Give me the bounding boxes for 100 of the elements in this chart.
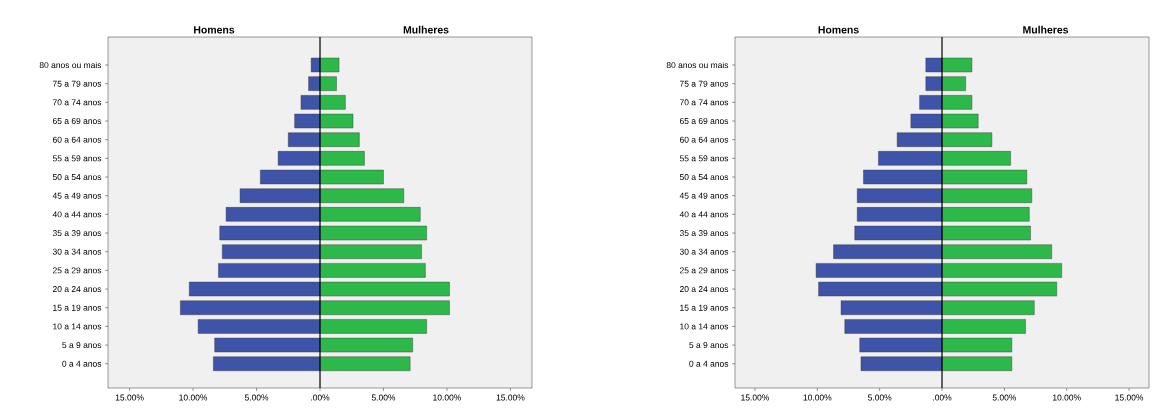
y-tick-label: 5 a 9 anos bbox=[62, 342, 102, 349]
x-tick-label: 15.00% bbox=[496, 394, 525, 401]
bar bbox=[319, 337, 413, 353]
bar bbox=[941, 132, 993, 147]
y-tick-label: 50 a 54 anos bbox=[52, 174, 102, 181]
y-tick-label: 25 a 29 anos bbox=[679, 267, 729, 274]
bar bbox=[319, 169, 384, 185]
y-tick-label: 15 a 19 anos bbox=[680, 304, 729, 311]
bar bbox=[319, 281, 450, 297]
bar bbox=[941, 57, 973, 73]
bar bbox=[213, 356, 321, 371]
y-tick-label: 25 a 29 anos bbox=[52, 267, 102, 274]
y-tick-label: 60 a 64 anos bbox=[679, 136, 729, 143]
y-tick-label: 5 a 9 anos bbox=[689, 342, 729, 349]
y-tick-label: 80 anos ou mais bbox=[666, 61, 729, 69]
x-tick-label: 10.00% bbox=[1053, 394, 1081, 401]
bar bbox=[941, 207, 1030, 222]
bar bbox=[863, 169, 943, 185]
bar bbox=[815, 263, 943, 278]
y-tick-label: 80 anos ou mais bbox=[39, 61, 102, 69]
y-tick-label: 30 a 34 anos bbox=[679, 248, 729, 255]
bar bbox=[319, 188, 404, 203]
bar bbox=[941, 281, 1057, 297]
text: Mulheres bbox=[1023, 25, 1069, 34]
bar bbox=[239, 188, 321, 203]
y-tick-label: 65 a 69 anos bbox=[52, 118, 102, 125]
bar bbox=[941, 95, 973, 110]
x-tick-label: 5.00% bbox=[244, 394, 269, 401]
bar bbox=[857, 188, 943, 203]
bar bbox=[910, 113, 943, 129]
bar bbox=[319, 113, 354, 129]
bar bbox=[833, 244, 943, 259]
bar bbox=[941, 300, 1035, 315]
y-tick-label: 45 a 49 anos bbox=[679, 192, 729, 199]
x-tick-label: 10.00% bbox=[179, 394, 208, 401]
x-tick-label: 15.00% bbox=[1115, 394, 1144, 401]
bar bbox=[941, 244, 1052, 259]
bar bbox=[859, 337, 943, 353]
bar bbox=[214, 337, 321, 353]
x-tick-label: 15.00% bbox=[115, 394, 144, 401]
bar bbox=[319, 95, 346, 110]
bar bbox=[219, 225, 321, 241]
bar bbox=[319, 151, 365, 166]
y-tick-label: 75 a 79 anos bbox=[679, 80, 729, 87]
y-tick-label: 0 a 4 anos bbox=[62, 360, 102, 367]
y-tick-label: 70 a 74 anos bbox=[679, 99, 729, 106]
y-tick-label: 55 a 59 anos bbox=[679, 155, 729, 162]
bar bbox=[860, 356, 943, 371]
bar bbox=[319, 225, 427, 241]
bar bbox=[319, 300, 450, 315]
bar bbox=[941, 169, 1028, 185]
y-tick-label: 70 a 74 anos bbox=[52, 99, 102, 106]
y-tick-label: 40 a 44 anos bbox=[52, 211, 102, 218]
y-tick-label: 65 a 69 anos bbox=[679, 118, 729, 125]
y-tick-label: 20 a 24 anos bbox=[679, 286, 729, 293]
bar bbox=[300, 95, 321, 110]
bar bbox=[225, 207, 321, 222]
y-tick-label: 20 a 24 anos bbox=[52, 286, 102, 293]
x-tick-label: 5.00% bbox=[371, 394, 396, 401]
text: Homens bbox=[818, 26, 859, 34]
x-tick-label: 5.00% bbox=[868, 394, 892, 401]
bar bbox=[925, 57, 943, 73]
bar bbox=[180, 300, 321, 315]
bar bbox=[941, 76, 966, 91]
bar bbox=[840, 300, 943, 315]
y-tick-label: 40 a 44 anos bbox=[679, 211, 729, 218]
y-tick-label: 30 a 34 anos bbox=[52, 248, 102, 255]
bar bbox=[294, 113, 321, 129]
bar bbox=[857, 207, 943, 222]
y-tick-label: 45 a 49 anos bbox=[52, 192, 102, 199]
y-tick-label: 35 a 39 anos bbox=[679, 230, 729, 237]
x-tick-label: .00% bbox=[311, 394, 330, 401]
bar bbox=[218, 263, 321, 278]
bar bbox=[189, 281, 321, 297]
bar bbox=[277, 151, 321, 166]
text: Mulheres bbox=[403, 25, 449, 34]
y-tick-label: 0 a 4 anos bbox=[689, 360, 729, 367]
x-tick-label: 10.00% bbox=[433, 394, 462, 401]
bar bbox=[941, 113, 979, 129]
x-tick-label: 10.00% bbox=[803, 394, 832, 401]
bar bbox=[919, 95, 943, 110]
y-tick-label: 60 a 64 anos bbox=[52, 136, 102, 143]
bar bbox=[319, 319, 427, 334]
bar bbox=[925, 76, 943, 91]
bar bbox=[319, 57, 340, 73]
y-tick-label: 10 a 14 anos bbox=[680, 323, 729, 330]
y-tick-label: 15 a 19 anos bbox=[53, 304, 102, 311]
bar bbox=[319, 244, 422, 259]
bar bbox=[941, 356, 1013, 371]
bar bbox=[941, 263, 1062, 278]
bar bbox=[941, 225, 1031, 241]
y-tick-label: 75 a 79 anos bbox=[52, 80, 102, 87]
bar bbox=[308, 76, 321, 91]
bar bbox=[222, 244, 321, 259]
bar bbox=[319, 76, 337, 91]
y-tick-label: 55 a 59 anos bbox=[52, 155, 102, 162]
bar bbox=[941, 188, 1032, 203]
x-tick-label: .00% bbox=[933, 394, 952, 401]
bar bbox=[319, 207, 421, 222]
x-tick-label: 15.00% bbox=[741, 394, 770, 401]
